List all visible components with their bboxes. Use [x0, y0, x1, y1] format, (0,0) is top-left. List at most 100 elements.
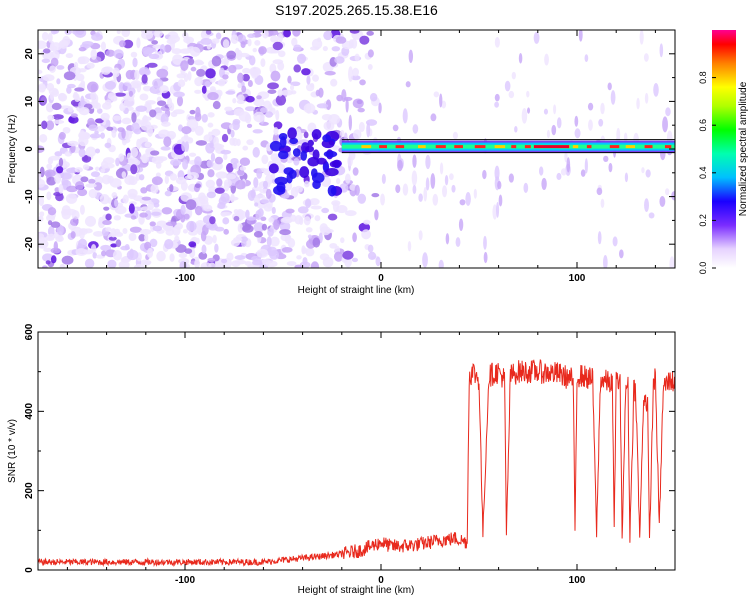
spectrogram-noise-blob: [156, 68, 169, 79]
spectrogram-streak-blob: [449, 173, 454, 181]
spectrogram-streak-blob: [546, 129, 550, 139]
spectrogram-noise-blob: [251, 259, 263, 266]
spectrogram-noise-blob: [169, 184, 174, 192]
spectrogram-noise-blob: [294, 185, 303, 193]
spectrogram-noise-blob: [91, 33, 103, 41]
spectrogram-streak-blob: [523, 182, 529, 194]
spectrogram-noise-blob: [167, 97, 173, 108]
spectrogram-noise-blob: [184, 248, 193, 254]
spectrogram-noise-blob: [122, 227, 128, 235]
spectrogram-noise-blob: [230, 157, 239, 165]
spectrogram-noise-blob: [58, 131, 66, 140]
spectrogram-noise-blob: [310, 261, 320, 268]
spectrogram-noise-blob: [273, 219, 280, 230]
colorbar-tick-label: 0.0: [698, 262, 708, 275]
spectrogram-streak-blob: [494, 101, 499, 108]
spectrogram-streak-blob: [588, 119, 593, 131]
spectrogram-noise-blob: [245, 209, 250, 219]
spectrogram-streak-blob: [504, 80, 511, 92]
spectrogram-streak-blob: [439, 93, 443, 108]
spectrogram-noise-blob: [63, 71, 76, 81]
spectrogram-streak-blob: [397, 159, 403, 172]
snr-y-tick-label: 600: [24, 323, 35, 340]
spectrogram-noise-blob: [205, 68, 216, 79]
spectrogram-onset-blob: [299, 166, 310, 179]
spectrogram-noise-blob: [195, 106, 201, 118]
spectrogram-noise-blob: [131, 112, 137, 123]
spectrogram-streak-blob: [526, 90, 530, 98]
spectrogram-noise-blob: [68, 115, 79, 124]
spectrogram-noise-blob: [209, 216, 216, 225]
spectrogram-noise-blob: [95, 32, 101, 38]
spectrogram-streak-blob: [423, 187, 428, 202]
spectrogram-noise-blob: [58, 93, 68, 102]
snr-series-line: [38, 359, 675, 568]
spectrogram-noise-blob: [240, 40, 246, 49]
spectrogram-noise-blob: [118, 153, 125, 162]
spectrogram-noise-blob: [186, 220, 197, 232]
spectrogram-streak-blob: [564, 150, 568, 163]
snr-x-label: Height of straight line (km): [298, 585, 415, 596]
spectrogram-y-tick-label: 0: [24, 146, 35, 152]
spectrogram-noise-blob: [173, 91, 185, 98]
spectrogram-noise-blob: [88, 178, 96, 184]
spectrogram-noise-blob: [307, 234, 312, 239]
spectrogram-noise-blob: [266, 236, 272, 247]
spectrogram-noise-blob: [301, 247, 308, 254]
spectrogram-streak-blob: [494, 165, 500, 181]
spectrogram-noise-blob: [269, 49, 281, 54]
spectrogram-noise-blob: [194, 60, 205, 66]
spectrogram-onset-blob: [287, 127, 297, 140]
spectrogram-streak-blob: [425, 154, 431, 170]
spectrogram-noise-blob: [291, 37, 298, 47]
spectrogram-noise-blob: [277, 50, 286, 58]
spectrogram-noise-blob: [281, 192, 290, 199]
spectrogram-noise-blob: [121, 117, 132, 125]
spectrogram-noise-blob: [144, 233, 149, 242]
spectrogram-noise-blob: [65, 193, 78, 204]
spectrogram-streak-blob: [580, 169, 586, 177]
spectrogram-streak-blob: [566, 157, 571, 173]
spectrogram-onset-blob: [277, 150, 289, 160]
spectrogram-noise-blob: [186, 36, 191, 45]
spectrogram-noise-blob: [223, 59, 229, 68]
spectrogram-noise-blob: [139, 212, 148, 218]
spectrogram-noise-blob: [134, 69, 140, 81]
spectrogram-noise-blob: [130, 146, 139, 158]
spectrogram-streak-blob: [578, 30, 583, 42]
spectrogram-noise-blob: [237, 169, 245, 176]
spectrogram-noise-blob: [296, 53, 307, 64]
snr-x-tick-label: -100: [175, 575, 195, 586]
spectrogram-noise-blob: [38, 236, 49, 242]
spectrogram-noise-blob: [194, 125, 204, 136]
spectrogram-noise-blob: [321, 207, 330, 214]
spectrogram-noise-blob: [306, 83, 315, 92]
spectrogram-noise-blob: [190, 66, 197, 72]
spectrogram-streak-blob: [402, 108, 408, 124]
spectrogram-noise-blob: [189, 152, 197, 157]
spectrogram-noise-blob: [110, 95, 118, 102]
spectrogram-streak-blob: [543, 108, 548, 115]
spectrogram-noise-blob: [161, 207, 173, 215]
spectrogram-noise-blob: [211, 38, 220, 44]
spectrogram-noise-blob: [119, 40, 126, 48]
spectrogram-noise-blob: [50, 30, 58, 35]
spectrogram-noise-blob: [223, 181, 230, 192]
spectrogram-noise-blob: [214, 156, 224, 165]
spectrogram-noise-blob: [195, 140, 207, 146]
spectrogram-noise-blob: [41, 58, 51, 64]
spectrogram-noise-blob: [50, 57, 59, 67]
spectrogram-noise-blob: [253, 222, 265, 233]
spectrogram-noise-blob: [309, 46, 320, 51]
spectrogram-noise-blob: [102, 220, 112, 226]
spectrogram-noise-blob: [147, 126, 153, 137]
spectrogram-noise-blob: [205, 179, 216, 189]
spectrogram-noise-blob: [151, 176, 163, 186]
spectrogram-noise-blob: [46, 191, 52, 201]
spectrogram-noise-blob: [287, 75, 292, 84]
spectrogram-noise-blob: [51, 114, 64, 120]
spectrogram-noise-blob: [172, 54, 183, 65]
spectrogram-noise-blob: [197, 225, 203, 236]
spectrogram-noise-blob: [340, 237, 345, 244]
spectrogram-noise-blob: [138, 67, 150, 76]
